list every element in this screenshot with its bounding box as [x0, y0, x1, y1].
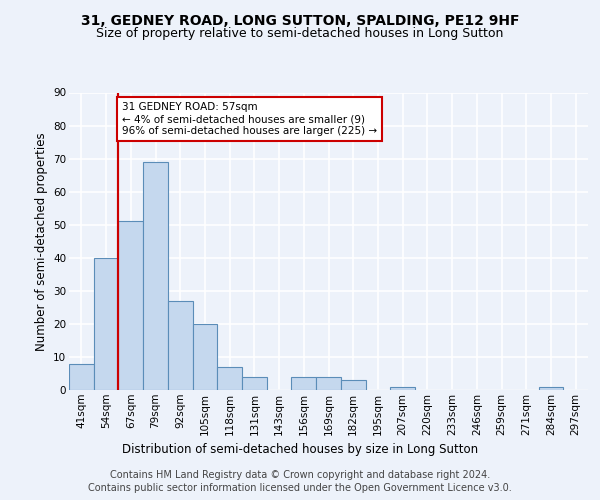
Bar: [193, 324, 217, 390]
Text: Size of property relative to semi-detached houses in Long Sutton: Size of property relative to semi-detach…: [97, 28, 503, 40]
Bar: [143, 162, 168, 390]
Bar: [539, 386, 563, 390]
Bar: [390, 386, 415, 390]
Bar: [292, 377, 316, 390]
Bar: [94, 258, 118, 390]
Text: Contains public sector information licensed under the Open Government Licence v3: Contains public sector information licen…: [88, 483, 512, 493]
Bar: [118, 222, 143, 390]
Text: Contains HM Land Registry data © Crown copyright and database right 2024.: Contains HM Land Registry data © Crown c…: [110, 470, 490, 480]
Text: Distribution of semi-detached houses by size in Long Sutton: Distribution of semi-detached houses by …: [122, 442, 478, 456]
Bar: [242, 377, 267, 390]
Bar: [69, 364, 94, 390]
Y-axis label: Number of semi-detached properties: Number of semi-detached properties: [35, 132, 47, 350]
Text: 31, GEDNEY ROAD, LONG SUTTON, SPALDING, PE12 9HF: 31, GEDNEY ROAD, LONG SUTTON, SPALDING, …: [81, 14, 519, 28]
Text: 31 GEDNEY ROAD: 57sqm
← 4% of semi-detached houses are smaller (9)
96% of semi-d: 31 GEDNEY ROAD: 57sqm ← 4% of semi-detac…: [122, 102, 377, 136]
Bar: [316, 377, 341, 390]
Bar: [217, 367, 242, 390]
Bar: [168, 300, 193, 390]
Bar: [341, 380, 365, 390]
